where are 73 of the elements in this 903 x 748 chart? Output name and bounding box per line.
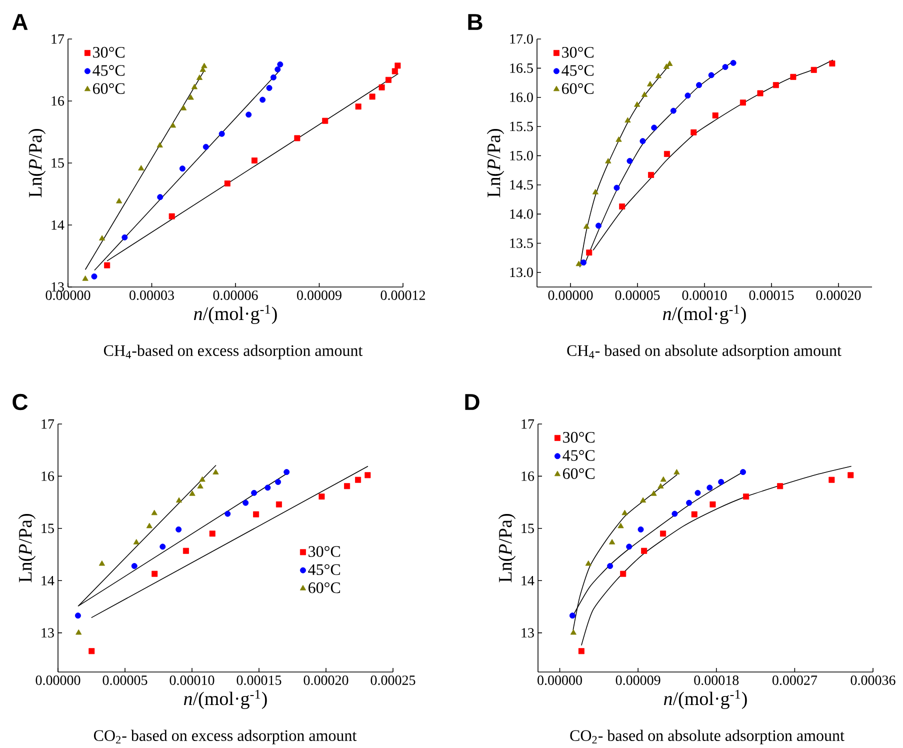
legend-label: 60°C — [563, 468, 595, 480]
x-tick-label: 0.00009 — [616, 676, 660, 686]
legend-label: 30°C — [308, 546, 340, 558]
y-tick-label: 15 — [522, 524, 534, 534]
x-tick-label: 0.00036 — [850, 676, 896, 686]
x-tick-label: 0.00000 — [538, 676, 582, 686]
x-tick-label: 0.00009 — [297, 290, 342, 300]
legend-label: 45°C — [308, 564, 340, 576]
legend-label: 60°C — [308, 582, 340, 594]
x-tick-label: 0.00000 — [36, 676, 80, 686]
x-tick-label: 0.00018 — [694, 676, 739, 686]
x-tick-label: 0.00006 — [213, 290, 258, 300]
y-tick-label: 14 — [52, 220, 64, 230]
y-tick-label: 14.5 — [510, 180, 533, 190]
x-tick-label: 0.00020 — [304, 676, 348, 686]
y-tick-label: 17 — [522, 420, 534, 429]
y-tick-label: 13 — [522, 628, 534, 638]
text: CH$_{4}$-based on excess adsorption amount — [104, 344, 363, 360]
legend-label: 30°C — [562, 47, 594, 58]
legend-label: 45°C — [562, 65, 594, 76]
y-axis-title: Ln(P/Pa) — [28, 129, 46, 198]
x-tick-label: 0.00010 — [682, 290, 727, 300]
x-tick-label: 0.00015 — [236, 676, 282, 686]
y-tick-label: 17.0 — [510, 34, 533, 44]
y-tick-label: 16.0 — [510, 92, 533, 102]
y-tick-label: 16.5 — [510, 64, 533, 74]
text: CO$_{2}$- based on excess adsorption amount — [94, 730, 357, 744]
x-axis-title: n/(mol·g$^{-1}$) — [194, 305, 277, 324]
x-tick-label: 0.00000 — [548, 290, 593, 300]
x-axis-title: n/(mol·g$^{-1}$) — [184, 690, 267, 710]
y-tick-label: 15.5 — [510, 122, 533, 132]
x-tick-label: 0.00010 — [170, 676, 214, 686]
x-tick-label: 0.00005 — [615, 290, 660, 300]
legend-label: 45°C — [562, 450, 595, 462]
y-axis-title: Ln(P/Pa) — [486, 129, 504, 198]
y-axis-title: Ln(P/Pa) — [498, 514, 516, 582]
x-tick-label: 0.00020 — [816, 290, 861, 300]
x-tick-label: 0.00012 — [380, 290, 425, 300]
chart-title: A — [12, 14, 28, 30]
text: CO$_{2}$- based on absolute adsorption amount — [570, 730, 844, 744]
legend-label: 60°C — [562, 83, 594, 94]
chart-title: D — [465, 394, 480, 410]
x-tick-label: 0.00027 — [772, 676, 818, 686]
x-tick-label: 0.00003 — [130, 290, 174, 300]
legend-label: 30°C — [563, 432, 595, 443]
x-axis-title: n/(mol·g$^{-1}$) — [662, 305, 746, 324]
legend-label: 30°C — [93, 47, 124, 58]
y-tick-label: 13 — [52, 282, 64, 292]
y-tick-label: 13 — [42, 628, 54, 638]
chart-title: B — [468, 14, 482, 30]
y-tick-label: 15.0 — [510, 151, 533, 161]
y-tick-label: 15 — [52, 158, 64, 168]
x-tick-label: 0.00000 — [46, 290, 90, 300]
x-axis-title: n/(mol·g$^{-1}$) — [664, 690, 747, 710]
y-tick-label: 14.0 — [510, 209, 533, 220]
y-tick-label: 17 — [52, 34, 64, 44]
text: CH$_{4}$- based on absolute adsorption amount — [567, 344, 842, 360]
y-tick-label: 16 — [52, 96, 64, 106]
y-tick-label: 14 — [522, 576, 534, 586]
y-tick-label: 13.5 — [510, 238, 533, 248]
y-tick-label: 14 — [42, 576, 54, 586]
y-tick-label: 15 — [42, 524, 54, 534]
y-axis-title: Ln(P/Pa) — [18, 514, 36, 582]
y-tick-label: 13.0 — [510, 268, 533, 278]
y-tick-label: 16 — [522, 472, 534, 482]
y-tick-label: 17 — [42, 420, 54, 429]
y-tick-label: 16 — [42, 472, 54, 482]
x-tick-label: 0.00005 — [102, 676, 148, 686]
legend-label: 60°C — [93, 83, 124, 94]
legend-label: 45°C — [92, 65, 124, 76]
x-tick-label: 0.00025 — [370, 676, 416, 686]
x-tick-label: 0.00015 — [749, 290, 794, 300]
chart-title: C — [12, 394, 28, 410]
